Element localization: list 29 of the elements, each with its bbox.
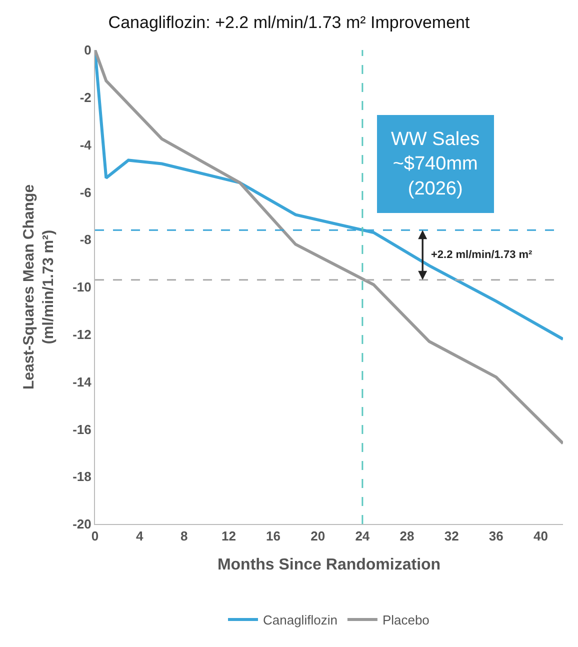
x-tick-label: 40 [533,528,548,544]
x-tick-label: 8 [180,528,188,544]
line-series [95,50,563,445]
annotation: WW Sales ~$740mm (2026) [391,129,480,200]
annotation: +2.2 ml/min/1.73 m² [431,249,533,261]
x-tick-label: 4 [136,528,144,544]
y-tick-label: -2 [80,90,92,105]
y-tick-label: -16 [72,422,92,437]
y-tick-label: -6 [80,184,92,200]
x-axis-title: Months Since Randomization [217,556,441,574]
y-tick-label: -10 [72,280,92,295]
y-tick-label: -14 [72,374,92,390]
y-tick-label: -12 [72,326,92,342]
x-tick-label: 36 [488,528,504,544]
chart-title: Canagliflozin: +2.2 ml/min/1.73 m² Improvement [108,13,470,32]
x-tick-label: 28 [400,528,414,544]
y-tick-label: -4 [80,137,92,152]
y-tick-label: -18 [72,469,92,484]
x-tick-label: 16 [266,528,281,544]
x-tick-label: 32 [444,528,459,544]
y-tick-label: -20 [72,516,92,532]
y-axis-title: Least-Squares Mean Change (ml/min/1.73 m²) [20,184,57,390]
legend-label: Canagliflozin [263,612,338,628]
x-tick-label: 20 [310,528,326,544]
y-tick-label: -8 [80,232,92,248]
x-tick-label: 12 [221,528,236,544]
x-tick-label: 24 [355,528,370,544]
y-tick-label: 0 [84,42,92,58]
legend-label: Placebo [382,612,430,628]
